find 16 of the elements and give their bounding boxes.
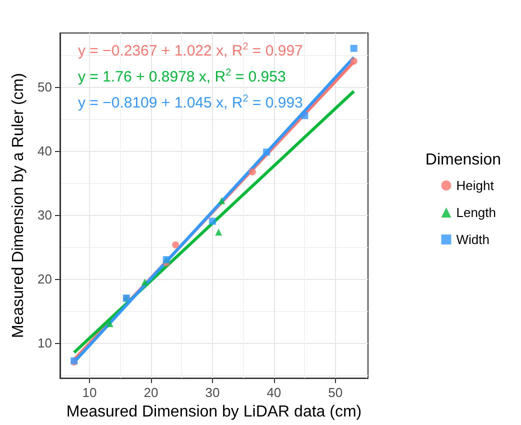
y-tick-label: 50 (38, 79, 52, 94)
legend-label: Length (456, 205, 496, 220)
legend-label: Height (456, 178, 494, 193)
legend-title: Dimension (425, 152, 502, 168)
x-tick-label: 40 (266, 385, 282, 400)
y-tick-label: 30 (38, 207, 52, 222)
x-tick-label: 10 (82, 385, 97, 400)
y-tick-label: 10 (38, 335, 52, 350)
x-tick-label: 20 (144, 385, 158, 400)
y-axis-title: Measured Dimension by a Ruler (cm) (10, 73, 28, 338)
x-tick-label: 30 (205, 385, 220, 400)
legend-label: Width (456, 232, 490, 247)
x-tick-label: 50 (328, 385, 343, 400)
x-axis-title: Measured Dimension by LiDAR data (cm) (66, 404, 362, 420)
y-tick-label: 40 (38, 143, 52, 158)
y-tick-label: 20 (38, 271, 52, 286)
